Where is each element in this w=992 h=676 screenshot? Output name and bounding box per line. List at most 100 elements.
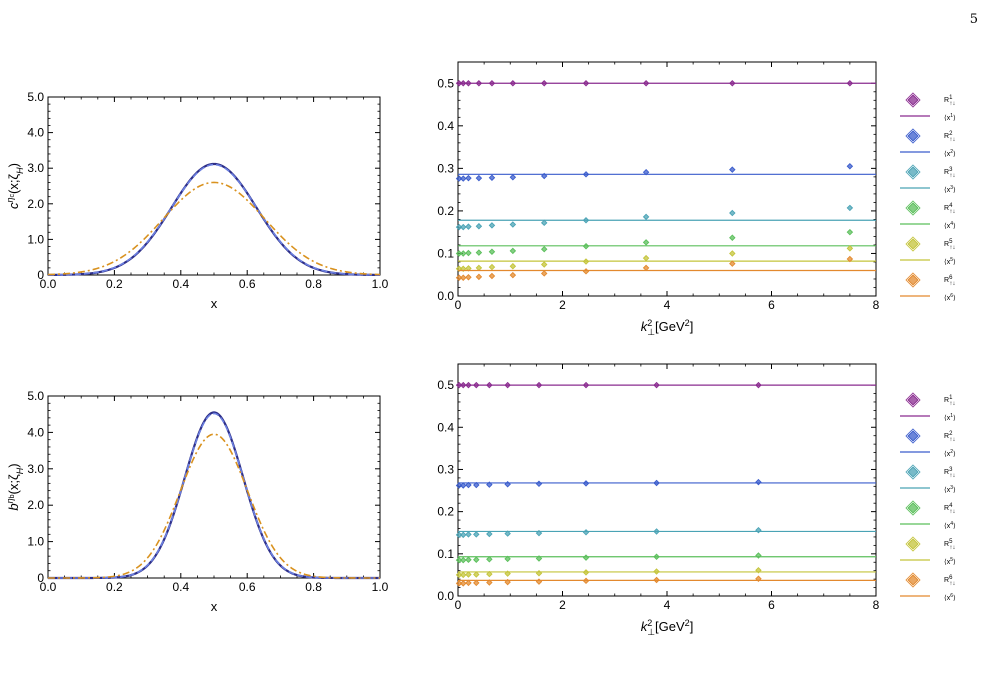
b-distribution-ylabel: bηb(x;ζH): [5, 463, 25, 510]
legend-marker-n6: [907, 574, 919, 586]
b-moments-point-n5: [535, 569, 543, 577]
legend-marker-label-n5: R5 ↑↓: [944, 239, 955, 251]
b-moments-point-n1: [473, 381, 480, 389]
c-moments-point-n1: [540, 80, 548, 87]
b-moments-point-n3: [653, 528, 660, 535]
legend-marker-n1: [907, 394, 919, 406]
legend-marker-outline-n6: [905, 272, 921, 288]
c-moments-point-n5: [475, 264, 483, 272]
b-moments-point-n5: [459, 571, 467, 579]
legend-marker-outline-n1: [905, 392, 921, 408]
legend-line-label-n5: ⟨x5⟩: [944, 557, 956, 566]
c-moments-point-n5: [455, 265, 463, 273]
c-moments-xtick-label: 8: [873, 298, 880, 312]
b-moments-point-n3: [459, 531, 467, 539]
b-distribution-ytick-label: 3.0: [27, 462, 44, 476]
c-moments-point-n5: [729, 250, 736, 257]
b-moments-point-n5: [486, 570, 493, 578]
b-distribution-xtick-label: 0.0: [40, 580, 57, 594]
c-moments-point-n3: [455, 223, 463, 231]
c-moments-point-n1: [459, 80, 467, 87]
b-moments-point-n1: [653, 381, 660, 389]
c-distribution-curve-dashed: [47, 163, 381, 276]
c-moments-point-n4: [642, 239, 650, 246]
legend-b-moments: R1 ↑↓ ⟨x1⟩ R2 ↑↓ ⟨x2⟩ R3 ↑↓ ⟨x3⟩ R4 ↑↓ ⟨x4⟩ R5 ↑↓ ⟨x5⟩…: [900, 392, 956, 602]
legend-marker-label-n1: R1 ↑↓: [944, 395, 955, 407]
c-moments-point-n1: [465, 80, 472, 87]
b-moments-point-n1: [582, 381, 590, 389]
c-distribution-xtick-label: 0.2: [106, 277, 123, 291]
c-distribution-ytick-label: 2.0: [27, 197, 44, 211]
b-moments-point-n1: [535, 381, 543, 389]
c-moments-point-n6: [459, 274, 467, 281]
legend-marker-n5: [907, 538, 919, 550]
c-distribution-ytick-label: 5.0: [27, 90, 44, 104]
legend-marker-n2: [907, 130, 919, 142]
c-moments-point-n5: [846, 245, 854, 252]
c-moments-point-n3: [642, 213, 650, 221]
c-moments-point-n5: [488, 263, 496, 271]
b-moments-point-n4: [653, 553, 660, 561]
b-moments-point-n4: [459, 556, 467, 564]
legend-marker-outline-n2: [905, 128, 921, 144]
b-moments-point-n6: [653, 576, 660, 584]
c-moments-point-n6: [642, 264, 650, 272]
b-moments-point-n3: [465, 531, 472, 538]
b-distribution-curve-solid: [48, 411, 380, 580]
b-moments-point-n2: [455, 482, 463, 489]
c-moments-point-n4: [488, 248, 496, 255]
c-moments-point-n2: [475, 174, 483, 182]
c-moments-point-n2: [846, 162, 854, 170]
b-moments-point-n2: [486, 481, 493, 488]
b-moments-point-n4: [465, 556, 472, 563]
legend-marker-n3: [907, 166, 919, 178]
b-moments-ytick-label: 0.3: [437, 462, 454, 476]
legend-marker-n4: [907, 202, 919, 214]
c-moments-xtick-label: 0: [455, 298, 462, 312]
b-moments-point-n2: [653, 479, 660, 487]
b-distribution-xtick-label: 1.0: [372, 580, 389, 594]
b-moments-xtick-label: 0: [455, 598, 462, 612]
c-distribution-frame: [47, 96, 381, 276]
legend-marker-label-n3: R3 ↑↓: [944, 467, 955, 479]
legend-marker-outline-n5: [905, 236, 921, 252]
c-moments-point-n4: [846, 228, 854, 236]
b-distribution-xtick-label: 0.6: [239, 580, 256, 594]
plot-b-moments: 0 2 4 6 8 0.0 0.1 0.2 0.3 0.4 0.5 k2 ⊥[GeV2]: [437, 363, 880, 637]
c-moments-point-n2: [642, 168, 650, 176]
b-moments-point-n4: [486, 556, 493, 563]
b-moments-point-n6: [465, 579, 472, 587]
b-moments-point-n2: [582, 480, 590, 487]
b-moments-frame: [457, 363, 877, 597]
legend-marker-label-n4: R4 ↑↓: [944, 503, 955, 515]
b-moments-point-n2: [473, 481, 480, 489]
c-moments-point-n6: [729, 260, 736, 267]
b-distribution-curve-dashed: [48, 412, 380, 579]
b-distribution-ytick-label: 2.0: [27, 498, 44, 512]
b-distribution-xlabel: x: [211, 599, 218, 614]
c-distribution-xtick-label: 0.4: [172, 277, 189, 291]
b-moments-point-n3: [455, 531, 463, 539]
b-moments-point-n6: [535, 578, 543, 585]
b-moments-point-n6: [455, 580, 463, 587]
c-moments-point-n1: [455, 80, 463, 87]
b-moments-xtick-label: 4: [664, 598, 671, 612]
c-moments-point-n2: [729, 166, 736, 173]
b-distribution-ytick-label: 4.0: [27, 425, 44, 439]
c-moments-point-n6: [455, 274, 463, 281]
c-distribution-ytick-label: 3.0: [27, 161, 44, 175]
b-moments-xtick-label: 6: [768, 598, 775, 612]
legend-line-label-n1: ⟨x1⟩: [944, 113, 956, 122]
c-moments-point-n4: [459, 250, 467, 257]
legend-marker-outline-n3: [905, 164, 921, 180]
b-moments-ytick-label: 0.1: [437, 547, 454, 561]
c-moments-point-n4: [475, 249, 483, 256]
b-moments-point-n5: [504, 570, 511, 577]
c-moments-point-n4: [465, 249, 472, 257]
b-moments-point-n1: [504, 381, 511, 389]
c-moments-point-n6: [846, 255, 854, 263]
b-moments-ytick-label: 0.4: [437, 420, 454, 434]
c-moments-point-n3: [509, 221, 517, 228]
c-moments-point-n3: [488, 222, 496, 229]
